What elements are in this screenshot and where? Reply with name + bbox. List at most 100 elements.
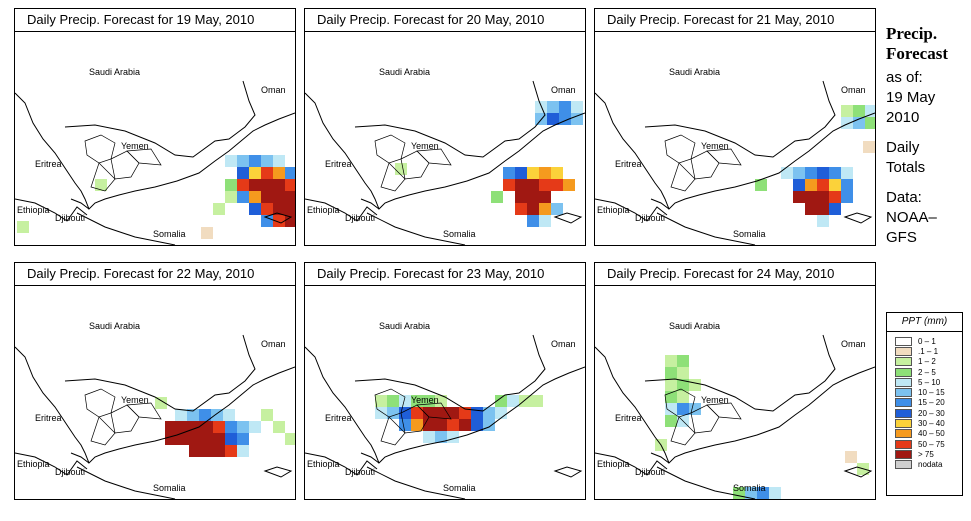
precip-cell [535,101,547,113]
country-label: Yemen [121,395,149,405]
precip-cell [225,191,237,203]
precip-cell [527,191,539,203]
precip-cell [165,433,177,445]
legend-title: PPT (mm) [887,313,962,332]
precip-cell [285,167,295,179]
precip-cell [677,355,689,367]
precip-cell [435,407,447,419]
legend-item: 20 – 30 [895,408,962,418]
precip-cell [213,203,225,215]
inner2-line [400,404,430,434]
legend-swatch [895,460,912,470]
precip-cell [273,203,285,215]
precip-cell [423,407,435,419]
precip-cell [285,215,295,227]
djibouti-line [360,198,380,210]
country-label: Eritrea [615,413,642,423]
somalia-line [656,212,756,245]
djibouti-line [650,198,670,210]
precip-cell [261,215,273,227]
legend-swatch [895,429,912,439]
precip-cell [261,203,273,215]
legend-item: 0 – 1 [895,336,962,346]
precip-cell [571,101,583,113]
precip-cell [483,407,495,419]
precip-cell [95,179,107,191]
precip-cell [273,215,285,227]
precip-cell [237,155,249,167]
asof-date: 19 May [886,89,936,106]
precip-cell [189,445,201,457]
precip-cell [187,409,199,421]
precip-cell [411,419,423,431]
inner4-line [416,402,452,420]
precip-cell [793,167,805,179]
precip-cell [829,179,841,191]
precip-cell [201,445,213,457]
precip-cell [829,191,841,203]
inner4-line [706,148,742,166]
legend-label: 50 – 75 [918,439,945,449]
precip-cell [689,379,701,391]
inner2-line [690,150,720,180]
precip-cell [665,367,677,379]
precip-cell [677,403,689,415]
precip-cell [665,415,677,427]
country-label: Eritrea [325,159,352,169]
coast-line [305,92,585,210]
legend-label: nodata [918,460,943,470]
inner1-line [84,134,116,164]
precip-cell [399,419,411,431]
sidebar-title-line1: Precip. [886,24,938,43]
precip-cell [225,421,237,433]
precip-cell [223,409,235,421]
inner2-line [400,150,430,180]
country-label: Oman [261,339,286,349]
precip-cell [237,445,249,457]
precip-cell [507,395,519,407]
inner2-line [690,404,720,434]
legend-item: 5 – 10 [895,377,962,387]
precip-cell [459,407,471,419]
precip-cell [213,445,225,457]
precip-cell [527,203,539,215]
precip-cell [273,155,285,167]
precip-map: Saudi Arabia Oman Yemen Eritrea Ethiopia Djib… [595,67,875,245]
legend-label: 2 – 5 [918,367,936,377]
precip-cell [503,167,515,179]
precip-cell [237,433,249,445]
country-label: Djibouti [55,467,85,477]
country-label: Oman [261,85,286,95]
country-label: Saudi Arabia [379,67,430,77]
precip-cell [491,191,503,203]
precip-cell [515,203,527,215]
precip-cell [273,191,285,203]
precip-cell [805,179,817,191]
country-label: Ethiopia [307,205,340,215]
border-line [644,334,836,412]
ethiopia-line [15,452,88,476]
precip-cell [841,167,853,179]
djibouti-line [70,452,90,464]
country-label: Eritrea [35,413,62,423]
precip-cell [411,407,423,419]
totals-line1: Daily [886,139,920,156]
country-label: Somalia [733,229,766,239]
country-label: Somalia [153,483,186,493]
precip-cell [273,179,285,191]
precip-cell [261,191,273,203]
country-label: Oman [841,85,866,95]
socotra-line [843,466,873,478]
socotra-line [263,466,293,478]
precip-cell [285,179,295,191]
somalia-line [76,212,176,245]
precip-cell [527,215,539,227]
legend-swatch [895,439,912,449]
precip-cell [515,179,527,191]
precip-cell [165,421,177,433]
socotra-line [843,212,873,224]
precip-cell [865,117,875,129]
legend-item: 15 – 20 [895,398,962,408]
precip-cell [177,421,189,433]
precip-cell [527,179,539,191]
